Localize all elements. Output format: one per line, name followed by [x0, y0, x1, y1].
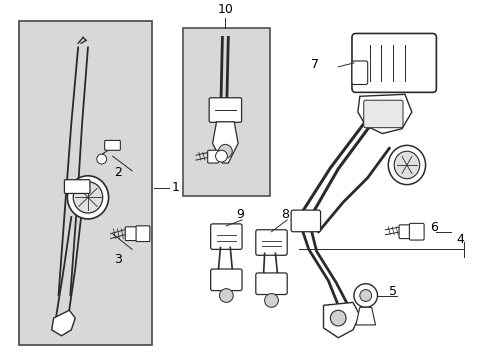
FancyBboxPatch shape [352, 61, 368, 85]
FancyBboxPatch shape [211, 224, 242, 249]
Circle shape [97, 154, 107, 164]
Ellipse shape [394, 151, 420, 179]
FancyBboxPatch shape [364, 100, 403, 128]
FancyBboxPatch shape [256, 273, 287, 294]
Text: 6: 6 [431, 221, 439, 234]
Ellipse shape [67, 176, 109, 219]
FancyBboxPatch shape [125, 227, 137, 240]
Circle shape [219, 144, 232, 158]
Text: 2: 2 [115, 166, 122, 179]
Bar [183, 28, 270, 197]
Ellipse shape [73, 182, 103, 213]
Text: 3: 3 [115, 253, 122, 266]
FancyBboxPatch shape [211, 269, 242, 291]
Text: 7: 7 [311, 58, 319, 71]
Polygon shape [213, 122, 238, 163]
FancyBboxPatch shape [209, 98, 242, 122]
Polygon shape [358, 94, 412, 134]
Bar [19, 21, 152, 345]
Text: 4: 4 [456, 233, 464, 246]
Circle shape [220, 289, 233, 302]
Text: 8: 8 [281, 208, 289, 221]
Circle shape [360, 290, 371, 301]
FancyBboxPatch shape [409, 223, 424, 240]
Text: 1: 1 [172, 181, 179, 194]
Circle shape [330, 310, 346, 326]
FancyBboxPatch shape [208, 150, 219, 163]
FancyBboxPatch shape [291, 210, 320, 232]
Circle shape [265, 293, 278, 307]
FancyBboxPatch shape [399, 225, 411, 239]
FancyBboxPatch shape [136, 226, 150, 242]
Text: 5: 5 [389, 285, 397, 298]
Polygon shape [356, 307, 375, 325]
Circle shape [216, 150, 227, 162]
Text: 10: 10 [218, 3, 233, 16]
FancyBboxPatch shape [105, 140, 121, 150]
FancyBboxPatch shape [64, 180, 90, 193]
FancyBboxPatch shape [352, 33, 437, 93]
Text: 9: 9 [236, 208, 244, 221]
Polygon shape [323, 302, 360, 338]
Ellipse shape [388, 145, 426, 185]
FancyBboxPatch shape [256, 230, 287, 255]
Polygon shape [51, 310, 75, 336]
Circle shape [354, 284, 377, 307]
